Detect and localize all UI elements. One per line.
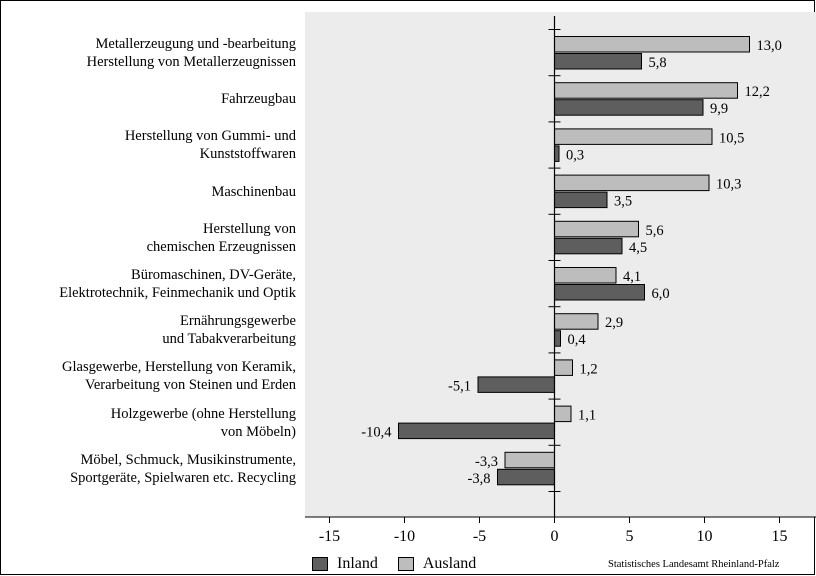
- legend-item-ausland: Ausland: [397, 555, 477, 573]
- data-label-ausland: 4,1: [623, 269, 641, 285]
- data-label-ausland: 13,0: [757, 38, 782, 54]
- legend-swatch-ausland: [397, 557, 414, 571]
- legend-swatch-inland: [312, 557, 328, 571]
- data-label-inland: 9,9: [710, 101, 728, 117]
- bar-inland: [554, 99, 704, 116]
- legend-item-inland: Inland: [312, 555, 378, 573]
- category-label: Herstellung von chemischen Erzeugnissen: [146, 220, 296, 255]
- bar-inland: [554, 145, 560, 162]
- data-label-inland: 5,8: [649, 55, 667, 71]
- data-label-ausland: 5,6: [646, 223, 664, 239]
- x-tick-label: -5: [473, 528, 486, 545]
- bar-ausland: [554, 82, 738, 99]
- data-label-ausland: 2,9: [605, 315, 623, 331]
- data-label-inland: 0,4: [568, 332, 587, 348]
- bar-inland: [554, 237, 623, 255]
- data-label-inland: -3,8: [468, 471, 491, 487]
- x-tick-label: 15: [772, 528, 788, 545]
- x-tick-label: 5: [626, 528, 634, 545]
- bar-inland: [398, 422, 555, 440]
- category-label: Metallerzeugung und -bearbeitung Herstel…: [86, 36, 296, 70]
- data-label-inland: 4,5: [629, 240, 647, 256]
- data-label-inland: 0,3: [566, 147, 584, 163]
- data-label-ausland: 12,2: [745, 84, 770, 100]
- data-label-ausland: 10,3: [716, 177, 741, 193]
- data-label-inland: -10,4: [361, 425, 392, 441]
- bar-ausland: [554, 267, 617, 284]
- category-label: Glasgewerbe, Herstellung von Keramik, Ve…: [62, 359, 296, 394]
- category-label: Maschinenbau: [211, 183, 296, 200]
- bar-inland: [497, 468, 555, 486]
- bar-inland: [554, 191, 608, 209]
- category-label: Holzgewerbe (ohne Herstellung von Möbeln…: [110, 405, 296, 440]
- bar-ausland: [554, 405, 572, 423]
- data-label-ausland: 1,1: [578, 408, 596, 424]
- data-label-ausland: 1,2: [580, 361, 598, 377]
- legend-label-ausland: Ausland: [422, 555, 477, 572]
- x-tick-label: 10: [697, 528, 713, 545]
- bar-ausland: [554, 313, 599, 330]
- category-label: Möbel, Schmuck, Musikinstrumente, Sportg…: [70, 451, 296, 486]
- bar-ausland: [554, 36, 750, 53]
- data-label-ausland: -3,3: [475, 454, 498, 470]
- x-tick-label: 0: [551, 528, 559, 545]
- bar-inland: [554, 53, 642, 70]
- bar-inland: [477, 376, 555, 393]
- legend: Inland Ausland: [312, 555, 496, 573]
- x-tick-label: -15: [319, 528, 340, 545]
- category-label: Fahrzeugbau: [221, 91, 296, 108]
- data-label-ausland: 10,5: [719, 130, 744, 146]
- data-label-inland: 3,5: [614, 194, 632, 210]
- bar-inland: [554, 330, 561, 347]
- source-note: Statistisches Landesamt Rheinland-Pfalz: [608, 559, 780, 570]
- category-label: Büromaschinen, DV-Geräte, Elektrotechnik…: [59, 267, 296, 301]
- category-label: Ernährungsgewerbe und Tabakverarbeitung: [162, 313, 296, 348]
- bar-ausland: [554, 220, 639, 238]
- bar-ausland: [554, 174, 710, 192]
- bar-ausland: [554, 359, 573, 376]
- legend-label-inland: Inland: [337, 555, 378, 572]
- data-label-inland: 6,0: [652, 286, 670, 302]
- x-tick-label: -10: [394, 528, 415, 545]
- data-label-inland: -5,1: [448, 378, 471, 394]
- bar-inland: [554, 284, 645, 301]
- bar-ausland: [504, 451, 555, 469]
- bar-ausland: [554, 128, 713, 145]
- category-label: Herstellung von Gummi- und Kunststoffwar…: [124, 128, 296, 163]
